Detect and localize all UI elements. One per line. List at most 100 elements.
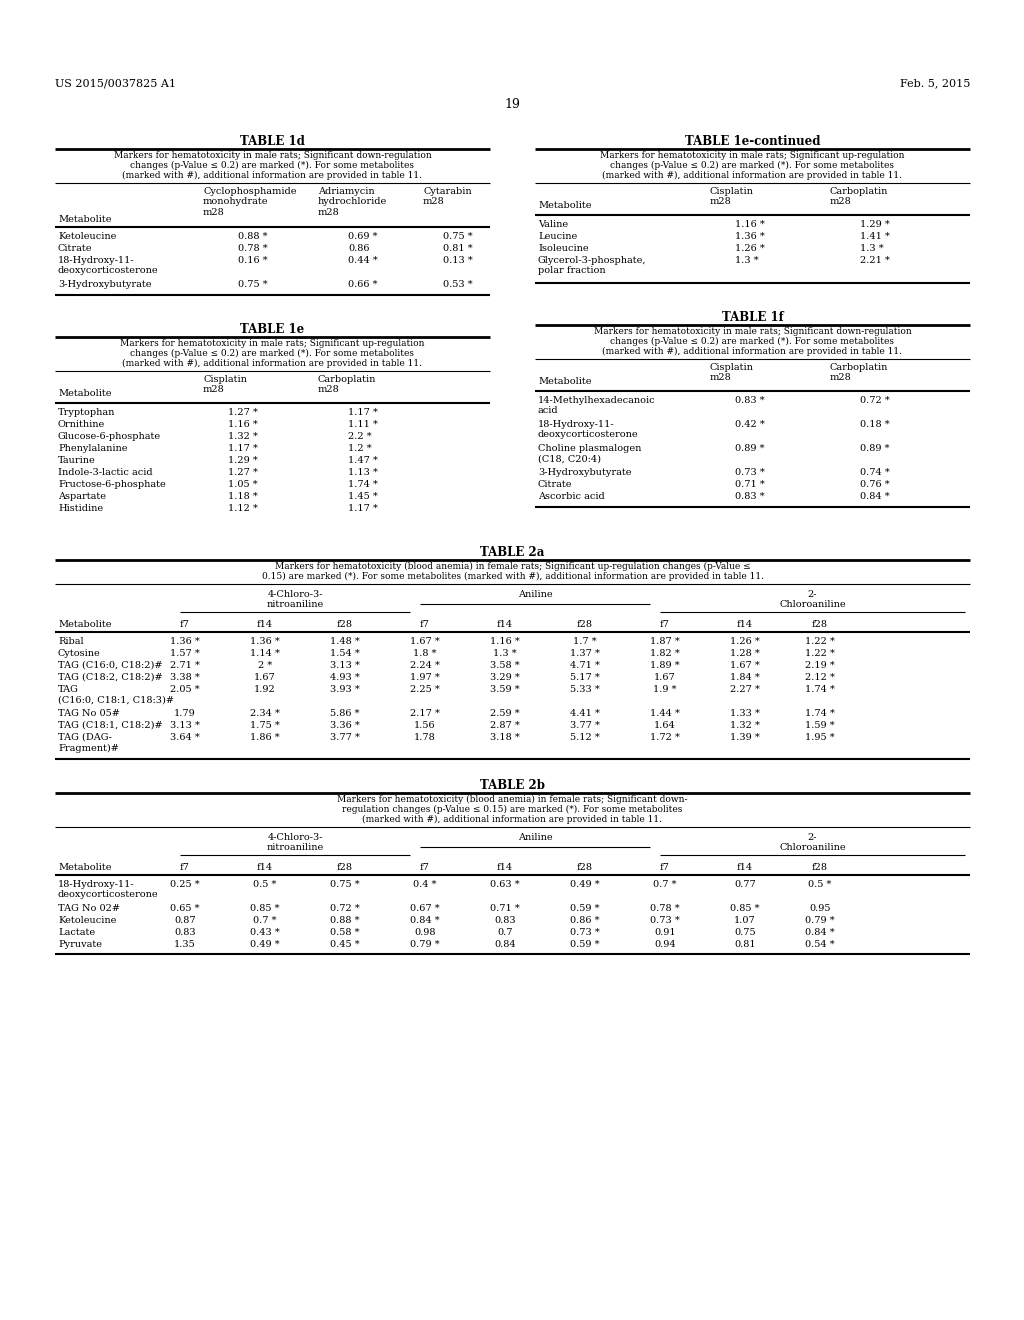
Text: f28: f28 xyxy=(577,620,593,630)
Text: 4.71 *: 4.71 * xyxy=(570,661,600,671)
Text: TAG No 02#: TAG No 02# xyxy=(58,904,120,913)
Text: 1.26 *: 1.26 * xyxy=(735,244,765,253)
Text: 1.8 *: 1.8 * xyxy=(414,649,437,657)
Text: 1.67: 1.67 xyxy=(254,673,275,682)
Text: 0.59 *: 0.59 * xyxy=(570,940,600,949)
Text: 0.73 *: 0.73 * xyxy=(570,928,600,937)
Text: 3.36 *: 3.36 * xyxy=(330,721,359,730)
Text: 0.13 *: 0.13 * xyxy=(443,256,473,265)
Text: Cyclophosphamide
monohydrate
m28: Cyclophosphamide monohydrate m28 xyxy=(203,187,297,216)
Text: 0.83: 0.83 xyxy=(174,928,196,937)
Text: 1.45 *: 1.45 * xyxy=(348,492,378,502)
Text: 4.93 *: 4.93 * xyxy=(330,673,359,682)
Text: Metabolite: Metabolite xyxy=(58,620,112,630)
Text: Fructose-6-phosphate: Fructose-6-phosphate xyxy=(58,480,166,488)
Text: changes (p-Value ≤ 0.2) are marked (*). For some metabolites: changes (p-Value ≤ 0.2) are marked (*). … xyxy=(130,348,415,358)
Text: 1.22 *: 1.22 * xyxy=(805,649,835,657)
Text: Cytarabin
m28: Cytarabin m28 xyxy=(423,187,472,206)
Text: Carboplatin
m28: Carboplatin m28 xyxy=(830,363,889,383)
Text: 0.16 *: 0.16 * xyxy=(238,256,267,265)
Text: 2-
Chloroaniline: 2- Chloroaniline xyxy=(779,833,846,853)
Text: Isoleucine: Isoleucine xyxy=(538,244,589,253)
Text: 1.12 *: 1.12 * xyxy=(228,504,258,513)
Text: Markers for hematotoxicity in male rats; Significant down-regulation: Markers for hematotoxicity in male rats;… xyxy=(594,327,911,337)
Text: 1.27 *: 1.27 * xyxy=(228,408,258,417)
Text: 2.19 *: 2.19 * xyxy=(805,661,835,671)
Text: 0.73 *: 0.73 * xyxy=(650,916,680,925)
Text: 0.72 *: 0.72 * xyxy=(330,904,359,913)
Text: f7: f7 xyxy=(420,620,430,630)
Text: TABLE 2b: TABLE 2b xyxy=(480,779,545,792)
Text: Lactate: Lactate xyxy=(58,928,95,937)
Text: 1.44 *: 1.44 * xyxy=(650,709,680,718)
Text: 0.7 *: 0.7 * xyxy=(653,880,677,888)
Text: TAG (C18:2, C18:2)#: TAG (C18:2, C18:2)# xyxy=(58,673,163,682)
Text: 0.81 *: 0.81 * xyxy=(443,244,473,253)
Text: 0.94: 0.94 xyxy=(654,940,676,949)
Text: 0.53 *: 0.53 * xyxy=(443,280,473,289)
Text: 14-Methylhexadecanoic
acid: 14-Methylhexadecanoic acid xyxy=(538,396,655,416)
Text: 0.89 *: 0.89 * xyxy=(860,444,890,453)
Text: f28: f28 xyxy=(812,620,828,630)
Text: 0.98: 0.98 xyxy=(415,928,436,937)
Text: 0.49 *: 0.49 * xyxy=(570,880,600,888)
Text: 1.78: 1.78 xyxy=(414,733,436,742)
Text: 3-Hydroxybutyrate: 3-Hydroxybutyrate xyxy=(538,469,632,477)
Text: 2 *: 2 * xyxy=(258,661,272,671)
Text: 1.9 *: 1.9 * xyxy=(653,685,677,694)
Text: 1.56: 1.56 xyxy=(414,721,436,730)
Text: TABLE 1e-continued: TABLE 1e-continued xyxy=(685,135,820,148)
Text: (marked with #), additional information are provided in table 11.: (marked with #), additional information … xyxy=(123,359,423,368)
Text: 1.39 *: 1.39 * xyxy=(730,733,760,742)
Text: 0.76 *: 0.76 * xyxy=(860,480,890,488)
Text: 1.28 *: 1.28 * xyxy=(730,649,760,657)
Text: 1.16 *: 1.16 * xyxy=(735,220,765,228)
Text: 2.59 *: 2.59 * xyxy=(490,709,520,718)
Text: Glycerol-3-phosphate,
polar fraction: Glycerol-3-phosphate, polar fraction xyxy=(538,256,646,276)
Text: 4-Chloro-3-
nitroaniline: 4-Chloro-3- nitroaniline xyxy=(266,833,324,853)
Text: 0.25 *: 0.25 * xyxy=(170,880,200,888)
Text: 1.16 *: 1.16 * xyxy=(228,420,258,429)
Text: 2-
Chloroaniline: 2- Chloroaniline xyxy=(779,590,846,610)
Text: Markers for hematotoxicity (blood anemia) in female rats; Significant down-: Markers for hematotoxicity (blood anemia… xyxy=(337,795,688,804)
Text: 4-Chloro-3-
nitroaniline: 4-Chloro-3- nitroaniline xyxy=(266,590,324,610)
Text: 1.54 *: 1.54 * xyxy=(330,649,359,657)
Text: (marked with #), additional information are provided in table 11.: (marked with #), additional information … xyxy=(602,172,902,180)
Text: 1.36 *: 1.36 * xyxy=(735,232,765,242)
Text: TAG No 05#: TAG No 05# xyxy=(58,709,120,718)
Text: Cytosine: Cytosine xyxy=(58,649,100,657)
Text: 1.3 *: 1.3 * xyxy=(735,256,759,265)
Text: 1.14 *: 1.14 * xyxy=(250,649,280,657)
Text: 1.17 *: 1.17 * xyxy=(348,408,378,417)
Text: f7: f7 xyxy=(420,863,430,873)
Text: Markers for hematotoxicity in male rats; Significant up-regulation: Markers for hematotoxicity in male rats;… xyxy=(120,339,425,348)
Text: 0.79 *: 0.79 * xyxy=(411,940,440,949)
Text: 0.72 *: 0.72 * xyxy=(860,396,890,405)
Text: Pyruvate: Pyruvate xyxy=(58,940,102,949)
Text: 0.71 *: 0.71 * xyxy=(490,904,520,913)
Text: 0.74 *: 0.74 * xyxy=(860,469,890,477)
Text: 0.88 *: 0.88 * xyxy=(238,232,267,242)
Text: Glucose-6-phosphate: Glucose-6-phosphate xyxy=(58,432,161,441)
Text: TAG (DAG-
Fragment)#: TAG (DAG- Fragment)# xyxy=(58,733,119,752)
Text: 1.36 *: 1.36 * xyxy=(170,638,200,645)
Text: 0.85 *: 0.85 * xyxy=(250,904,280,913)
Text: 3-Hydroxybutyrate: 3-Hydroxybutyrate xyxy=(58,280,152,289)
Text: Carboplatin
m28: Carboplatin m28 xyxy=(318,375,377,395)
Text: Cisplatin
m28: Cisplatin m28 xyxy=(710,187,754,206)
Text: 0.65 *: 0.65 * xyxy=(170,904,200,913)
Text: 1.3 *: 1.3 * xyxy=(860,244,884,253)
Text: 1.75 *: 1.75 * xyxy=(250,721,280,730)
Text: 1.84 *: 1.84 * xyxy=(730,673,760,682)
Text: 18-Hydroxy-11-
deoxycorticosterone: 18-Hydroxy-11- deoxycorticosterone xyxy=(58,256,159,276)
Text: 0.75 *: 0.75 * xyxy=(238,280,267,289)
Text: 0.83 *: 0.83 * xyxy=(735,396,765,405)
Text: 3.13 *: 3.13 * xyxy=(170,721,200,730)
Text: 1.89 *: 1.89 * xyxy=(650,661,680,671)
Text: Ornithine: Ornithine xyxy=(58,420,105,429)
Text: 1.32 *: 1.32 * xyxy=(730,721,760,730)
Text: Ketoleucine: Ketoleucine xyxy=(58,232,117,242)
Text: 1.36 *: 1.36 * xyxy=(250,638,280,645)
Text: 1.17 *: 1.17 * xyxy=(348,504,378,513)
Text: 1.3 *: 1.3 * xyxy=(494,649,517,657)
